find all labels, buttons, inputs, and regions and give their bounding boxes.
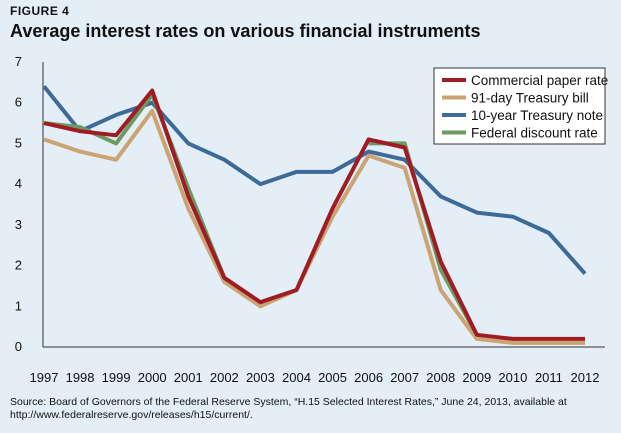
legend-label: Commercial paper rate — [471, 73, 608, 88]
series-line-3 — [42, 85, 587, 276]
series-line-4 — [43, 92, 227, 279]
x-tick-label: 1997 — [30, 370, 59, 385]
x-tick-label: 2002 — [210, 370, 239, 385]
y-tick-label: 5 — [15, 135, 22, 150]
y-tick-label: 1 — [15, 298, 22, 313]
series-line-1 — [43, 88, 585, 341]
y-tick-label: 6 — [15, 95, 22, 110]
x-tick-label: 2003 — [246, 370, 275, 385]
axes: 0 1 2 3 4 5 6 7 1997 1998 1999 2000 2001 2002 2003 2004… — [15, 54, 605, 385]
series-lines — [42, 85, 587, 345]
x-tick-label: 2007 — [390, 370, 419, 385]
x-tick-label: 1999 — [102, 370, 131, 385]
legend-label: 10-year Treasury note — [471, 108, 603, 123]
x-tick-label: 2000 — [138, 370, 167, 385]
y-tick-label: 2 — [15, 258, 22, 273]
legend-label: Federal discount rate — [471, 126, 598, 141]
y-tick-label: 4 — [15, 176, 22, 191]
series-line-2 — [43, 108, 585, 345]
x-tick-label: 2008 — [426, 370, 455, 385]
legend: Commercial paper rate 91-day Treasury bil… — [433, 67, 608, 145]
x-tick-label: 2011 — [535, 370, 563, 385]
figure-label: FIGURE 4 — [10, 4, 70, 18]
chart-title: Average interest rates on various financ… — [10, 21, 481, 41]
legend-label: 91-day Treasury bill — [471, 91, 589, 106]
x-tick-label: 2010 — [498, 370, 527, 385]
x-tick-label: 2006 — [354, 370, 383, 385]
source-note: Source: Board of Governors of the Federa… — [10, 396, 567, 421]
x-tick-label: 2005 — [318, 370, 347, 385]
y-tick-label: 0 — [15, 339, 22, 354]
x-tick-label: 2004 — [282, 370, 311, 385]
x-tick-label: 2001 — [174, 370, 203, 385]
y-tick-label: 3 — [15, 217, 22, 232]
x-tick-label: 2012 — [571, 370, 600, 385]
y-tick-label: 7 — [15, 54, 22, 69]
x-tick-label: 2009 — [462, 370, 491, 385]
x-tick-label: 1998 — [66, 370, 95, 385]
